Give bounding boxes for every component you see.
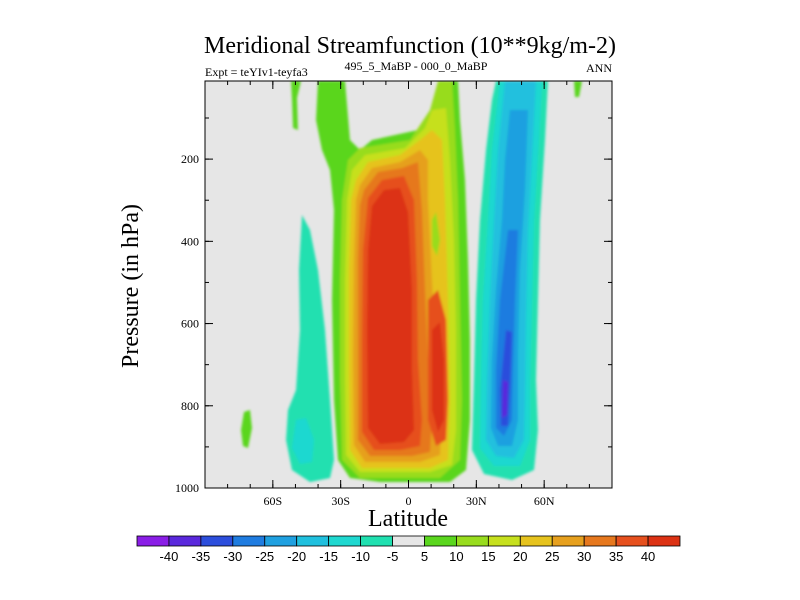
colorbar-tick-label: 40	[641, 549, 655, 564]
y-tick-label: 600	[181, 317, 199, 331]
colorbar-swatch	[296, 535, 330, 547]
colorbar-swatch	[328, 535, 361, 547]
contour-patch-pos-10	[432, 212, 440, 256]
colorbar-tick-label: -10	[351, 549, 370, 564]
x-tick-label: 60N	[534, 494, 555, 508]
colorbar-tick-label: -5	[387, 549, 399, 564]
contour-patch-small-green	[241, 410, 252, 448]
y-tick-label: 1000	[175, 481, 199, 495]
contour-patch-pos-40	[367, 188, 414, 444]
colorbar-swatch	[200, 535, 234, 547]
colorbar-tick-label: -15	[319, 549, 338, 564]
colorbar-tick-label: 10	[449, 549, 463, 564]
y-axis-label: Pressure (in hPa)	[118, 204, 144, 368]
x-axis-label: Latitude	[368, 506, 448, 532]
x-tick-label: 60S	[263, 494, 282, 508]
colorbar-swatch	[232, 535, 266, 547]
colorbar-tick-label: -40	[160, 549, 179, 564]
chart-title: Meridional Streamfunction (10**9kg/m-2)	[204, 33, 616, 59]
colorbar-swatch	[360, 535, 393, 547]
colorbar-swatch	[583, 535, 617, 547]
contour-patch-pos-40	[432, 322, 444, 432]
colorbar-swatch	[392, 535, 425, 547]
colorbar-tick-label: 15	[481, 549, 495, 564]
colorbar-tick-label: -35	[191, 549, 210, 564]
colorbar-tick-label: 25	[545, 549, 559, 564]
season-label: ANN	[586, 61, 612, 75]
colorbar-tick-label: -30	[223, 549, 242, 564]
x-tick-label: 0	[406, 494, 412, 508]
experiment-label: Expt = teYIv1-teyfa3	[205, 65, 308, 79]
colorbar-tick-label: 30	[577, 549, 591, 564]
colorbar-swatch	[456, 535, 489, 547]
contour-patch-neg-35	[502, 380, 508, 418]
contour-patch-small-green	[574, 81, 582, 97]
colorbar-swatch	[168, 535, 202, 547]
contour-patch-small-green	[291, 81, 301, 130]
colorbar: -40 -35 -30 -25 -20 -15 -10 -5 5 10 15 20 25 30 35 40	[136, 535, 681, 564]
y-tick-label: 800	[181, 399, 199, 413]
colorbar-tick-label: 35	[609, 549, 623, 564]
y-tick-label: 200	[181, 152, 199, 166]
colorbar-tick-label: 20	[513, 549, 527, 564]
period-label: 495_5_MaBP - 000_0_MaBP	[345, 59, 488, 73]
colorbar-tick-label: 5	[421, 549, 428, 564]
y-tick-label: 400	[181, 234, 199, 248]
x-tick-label: 30S	[331, 494, 350, 508]
colorbar-swatch	[519, 535, 553, 547]
colorbar-swatch	[551, 535, 585, 547]
contour-field	[241, 81, 582, 482]
axis-ticks: 60S 30S 0 30N 60N 200 400 600 800 1000	[175, 81, 613, 508]
colorbar-swatch	[647, 535, 681, 547]
colorbar-swatch	[615, 535, 649, 547]
colorbar-swatch	[487, 535, 521, 547]
plot-area: 60S 30S 0 30N 60N 200 400 600 800 1000	[175, 80, 613, 508]
contour-patch-neg-10	[292, 418, 314, 464]
x-tick-label: 30N	[466, 494, 487, 508]
colorbar-tick-label: -20	[287, 549, 306, 564]
colorbar-swatch	[424, 535, 457, 547]
colorbar-swatch	[264, 535, 298, 547]
colorbar-swatch	[136, 535, 170, 547]
colorbar-tick-label: -25	[255, 549, 274, 564]
contour-patch-neg-5	[286, 215, 334, 482]
